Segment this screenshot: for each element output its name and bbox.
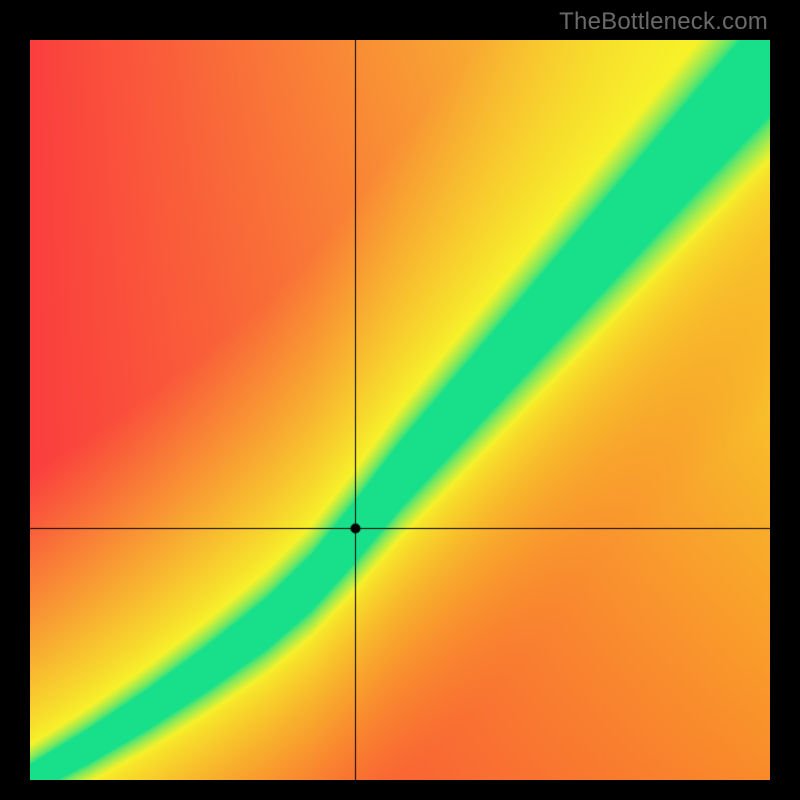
bottleneck-heatmap: [30, 40, 770, 780]
plot-area: [30, 40, 770, 780]
watermark-text: TheBottleneck.com: [559, 8, 768, 36]
figure-root: TheBottleneck.com: [0, 0, 800, 800]
